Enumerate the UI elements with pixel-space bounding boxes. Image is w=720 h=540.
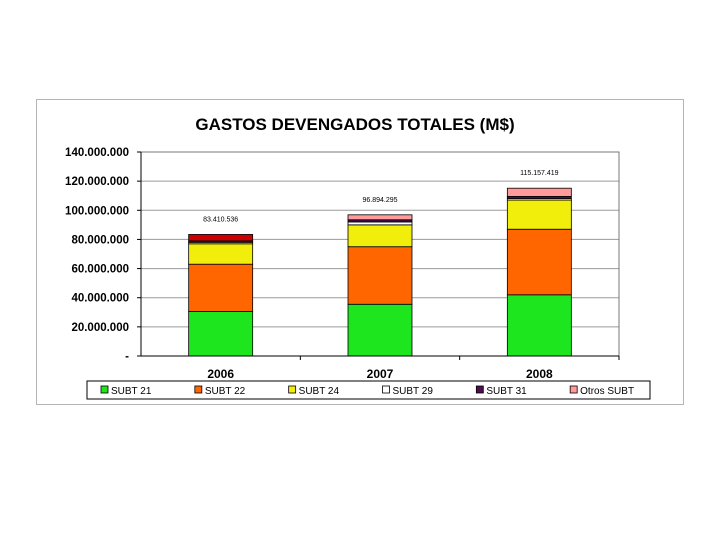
legend-swatch [194, 385, 203, 394]
legend-swatch [100, 385, 109, 394]
bars [188, 187, 572, 357]
legend-label: SUBT 29 [393, 386, 434, 397]
legend-swatch [288, 385, 297, 394]
legend-swatch [382, 385, 390, 394]
bar-segment [506, 294, 572, 357]
bar-segment [506, 187, 572, 197]
x-tick-label: 2006 [207, 367, 234, 381]
legend-label: SUBT 24 [299, 386, 340, 397]
bar-segment [347, 224, 413, 248]
data-label-total: 96.894.295 [362, 197, 397, 204]
data-label-total: 83.410.536 [203, 216, 238, 223]
y-tick-label: 140.000.000 [65, 147, 129, 159]
bar-segment [188, 263, 254, 312]
legend-label: Otros SUBT [580, 386, 634, 397]
bar-segment [347, 246, 413, 305]
bar-segment [347, 303, 413, 357]
y-tick-label: - [125, 351, 129, 363]
y-tick-label: 100.000.000 [65, 205, 129, 217]
legend-label: SUBT 31 [486, 386, 527, 397]
stacked-bar-chart: GASTOS DEVENGADOS TOTALES (M$) - 20.000.0… [65, 115, 651, 400]
bar-segment [506, 228, 572, 296]
legend: SUBT 21 SUBT 22 SUBT 24 SUBT 29 SUBT 31 Otros… [86, 380, 651, 400]
x-tick-label: 2007 [367, 367, 394, 381]
chart-frame: GASTOS DEVENGADOS TOTALES (M$) - 20.000.0… [36, 99, 684, 405]
legend-swatch [569, 385, 578, 394]
legend-label: SUBT 22 [205, 386, 246, 397]
y-tick-label: 20.000.000 [71, 322, 129, 334]
legend-swatch [475, 385, 484, 394]
y-tick-label: 40.000.000 [71, 293, 129, 305]
y-tick-label: 80.000.000 [71, 234, 129, 246]
legend-label: SUBT 21 [111, 386, 152, 397]
bar-segment [188, 311, 254, 357]
bar-segment [347, 214, 413, 221]
x-axis: 2006 2007 2008 [141, 355, 620, 381]
bar-segment [188, 243, 254, 265]
data-label-total: 115.157.419 [520, 170, 559, 177]
bar-segment [188, 234, 254, 242]
bar-segment [506, 199, 572, 230]
y-tick-label: 120.000.000 [65, 176, 129, 188]
total-labels: 83.410.536 96.894.295 115.157.419 [203, 170, 558, 223]
chart-title: GASTOS DEVENGADOS TOTALES (M$) [195, 115, 514, 134]
x-tick-label: 2008 [526, 367, 553, 381]
legend-box [86, 380, 651, 400]
y-axis: - 20.000.000 40.000.000 60.000.000 80.000.00… [65, 147, 142, 363]
bar-segment [347, 221, 413, 226]
y-tick-label: 60.000.000 [71, 264, 129, 276]
